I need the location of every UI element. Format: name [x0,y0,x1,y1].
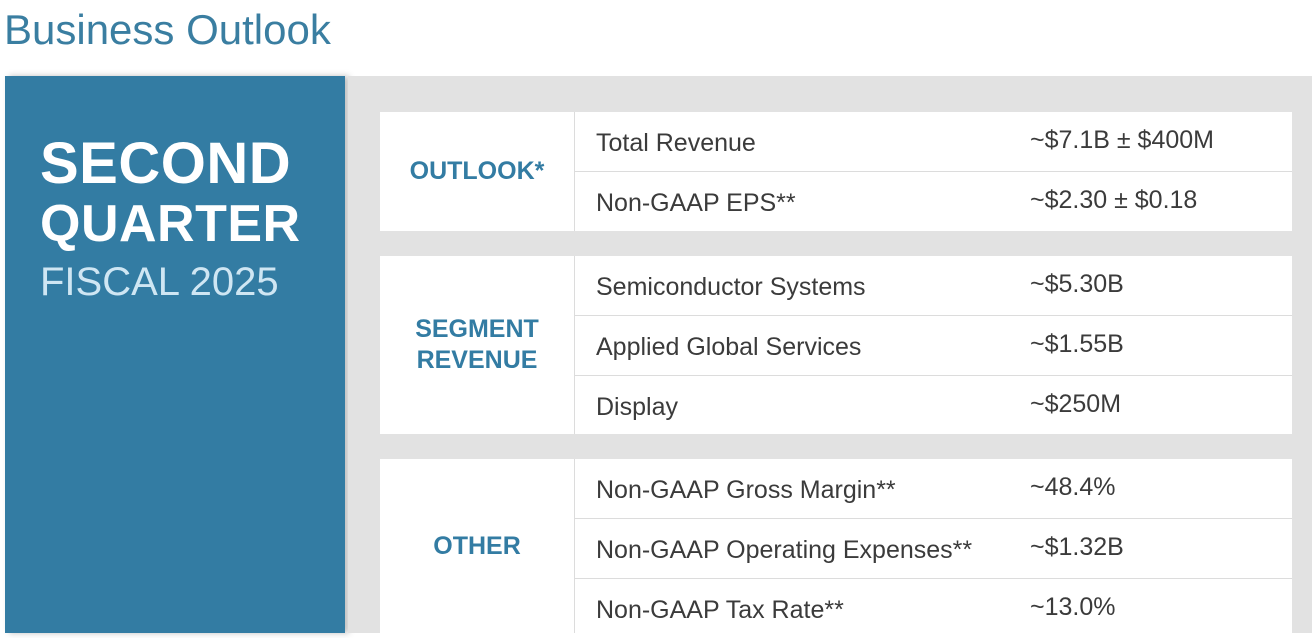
table-row: Non-GAAP EPS** ~$2.30 ± $0.18 [575,172,1292,231]
metric-label: Display [596,393,678,421]
table-row: Non-GAAP Gross Margin** ~48.4% [575,459,1292,519]
metric-value: ~$5.30B [1030,270,1124,298]
metric-value: ~$2.30 ± $0.18 [1030,186,1198,214]
metric-label: Semiconductor Systems [596,273,866,301]
section-rows: Total Revenue ~$7.1B ± $400M Non-GAAP EP… [575,112,1292,231]
table-row: Non-GAAP Tax Rate** ~13.0% [575,579,1292,638]
metric-label: Non-GAAP EPS** [596,189,796,217]
metric-label: Applied Global Services [596,333,862,361]
metric-label: Total Revenue [596,129,756,157]
other-section: OTHER Non-GAAP Gross Margin** ~48.4% Non… [380,459,1292,633]
section-label-outlook: OUTLOOK* [380,112,575,231]
section-label-line: REVENUE [416,346,538,374]
banner-line-quarter: QUARTER [40,195,301,253]
table-row: Applied Global Services ~$1.55B [575,316,1292,376]
metric-label: Non-GAAP Tax Rate** [596,596,844,624]
metric-value: ~$1.55B [1030,330,1124,358]
table-row: Display ~$250M [575,376,1292,435]
section-rows: Semiconductor Systems ~$5.30B Applied Gl… [575,256,1292,435]
metric-value: ~$250M [1030,390,1122,418]
metric-value: ~$7.1B ± $400M [1030,126,1214,154]
table-row: Semiconductor Systems ~$5.30B [575,256,1292,316]
table-row: Non-GAAP Operating Expenses** ~$1.32B [575,519,1292,579]
outlook-section: OUTLOOK* Total Revenue ~$7.1B ± $400M No… [380,112,1292,231]
section-label-other: OTHER [380,459,575,633]
section-label-line: SEGMENT [415,315,539,343]
metric-value: ~$1.32B [1030,533,1124,561]
metric-label: Non-GAAP Gross Margin** [596,476,896,504]
metric-value: ~13.0% [1030,593,1116,621]
segment-revenue-section: SEGMENT REVENUE Semiconductor Systems ~$… [380,256,1292,434]
banner-line-second: SECOND [40,131,292,196]
section-rows: Non-GAAP Gross Margin** ~48.4% Non-GAAP … [575,459,1292,638]
banner-line-fiscal-year: FISCAL 2025 [40,260,279,304]
metric-value: ~48.4% [1030,473,1116,501]
section-label-text: OUTLOOK* [409,157,545,185]
section-label-text: OTHER [433,531,521,560]
metric-label: Non-GAAP Operating Expenses** [596,536,973,564]
quarter-banner: SECOND QUARTER FISCAL 2025 [5,76,345,633]
table-row: Total Revenue ~$7.1B ± $400M [575,112,1292,172]
section-label-segment-revenue: SEGMENT REVENUE [380,256,575,434]
page-title: Business Outlook [4,6,331,53]
outlook-table-panel: OUTLOOK* Total Revenue ~$7.1B ± $400M No… [348,76,1312,633]
